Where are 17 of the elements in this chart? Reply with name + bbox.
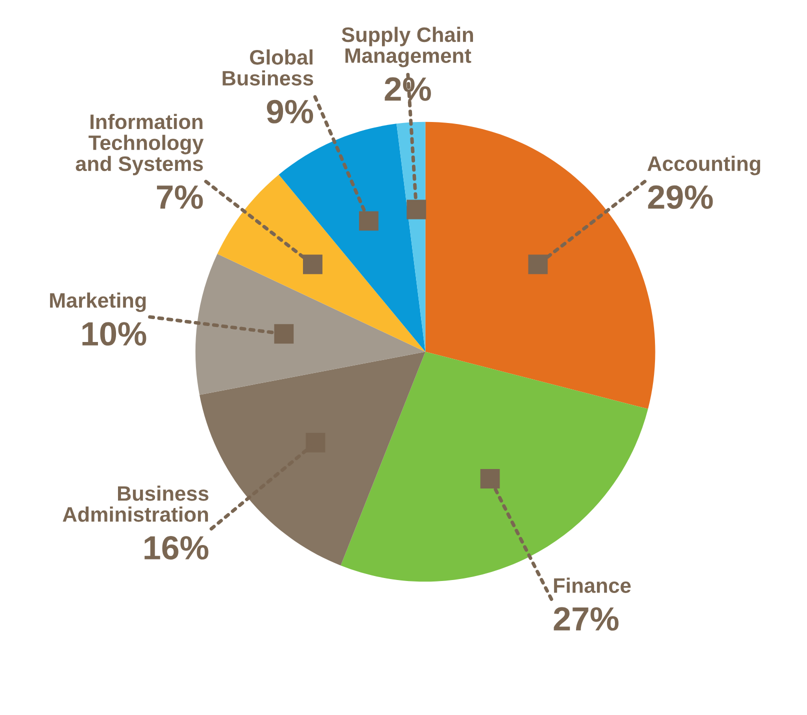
slice-label: Supply Chain Management — [342, 26, 473, 68]
pie-slice — [278, 124, 426, 352]
slice-label: Information Technology and Systems — [76, 114, 204, 176]
slice-label: Marketing — [50, 292, 146, 312]
data-label: 7% — [156, 185, 203, 209]
slice-label: Finance — [554, 578, 631, 593]
pie-slice — [195, 254, 426, 395]
pie-slice — [217, 174, 426, 352]
data-label: 16% — [144, 536, 208, 560]
slice-label: Accounting — [647, 156, 760, 176]
data-label: 9% — [266, 100, 314, 124]
data-label: 29% — [648, 185, 713, 209]
data-label: 27% — [554, 607, 619, 631]
data-label: 10% — [82, 322, 146, 346]
data-label: 2% — [384, 77, 431, 101]
slice-label: Business Administration — [62, 486, 208, 522]
slice-label: Global Business — [222, 49, 314, 86]
